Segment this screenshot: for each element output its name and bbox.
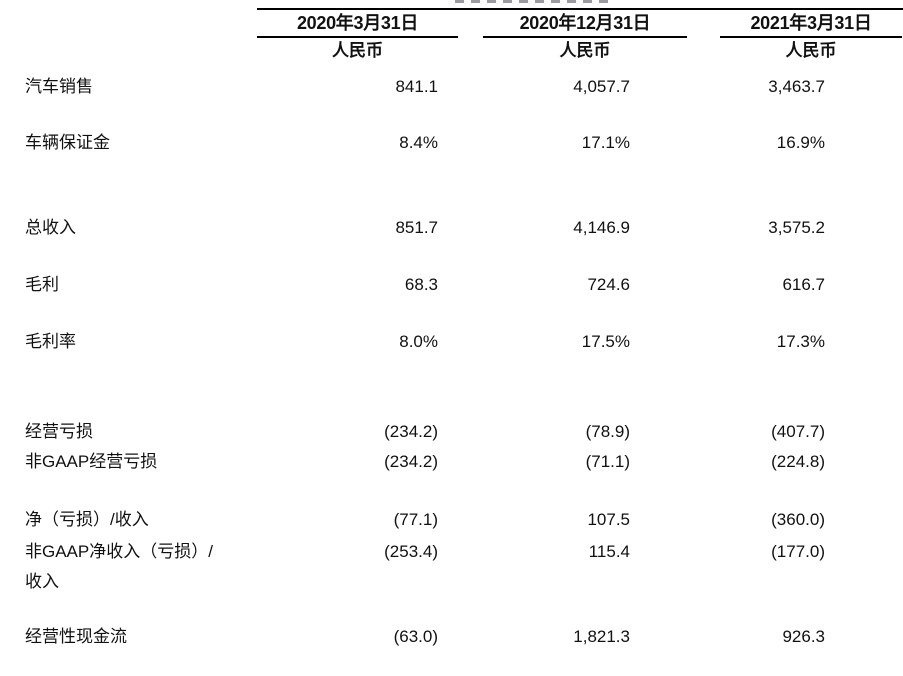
value-cell: (78.9) xyxy=(585,422,630,441)
value-cell: 8.0% xyxy=(399,332,438,351)
table-row-vehicle-sales: 汽车销售 841.1 4,057.7 3,463.7 xyxy=(0,72,903,102)
row-label: 经营亏损 xyxy=(25,422,93,441)
table-row-gross-margin: 毛利率 8.0% 17.5% 17.3% xyxy=(0,327,903,357)
row-label: 非GAAP经营亏损 xyxy=(25,452,158,471)
column-currency: 人民币 xyxy=(785,41,837,60)
column-header-3: 2021年3月31日 人民币 xyxy=(720,10,903,64)
table-row-operating-cash-flow: 经营性现金流 (63.0) 1,821.3 926.3 xyxy=(0,622,903,652)
column-date: 2020年3月31日 xyxy=(257,10,458,38)
column-date: 2020年12月31日 xyxy=(483,10,687,38)
table-header: 2020年3月31日 人民币 2020年12月31日 人民币 2021年3月31… xyxy=(0,8,903,64)
column-currency: 人民币 xyxy=(559,41,611,60)
value-cell: 4,057.7 xyxy=(573,77,630,96)
value-cell: 724.6 xyxy=(587,275,630,294)
value-cell: (234.2) xyxy=(384,452,438,471)
value-cell: (253.4) xyxy=(384,542,438,561)
value-cell: 68.3 xyxy=(404,275,438,294)
value-cell: (224.8) xyxy=(771,452,825,471)
value-cell: (71.1) xyxy=(585,452,630,471)
value-cell: (77.1) xyxy=(393,510,438,529)
table-row-non-gaap-net-income-loss: 非GAAP净收入（亏损）/收入 (253.4) 115.4 (177.0) xyxy=(0,537,903,597)
header-dates-block: 2020年3月31日 人民币 2020年12月31日 人民币 2021年3月31… xyxy=(257,8,903,64)
table-row-net-loss-income: 净（亏损）/收入 (77.1) 107.5 (360.0) xyxy=(0,505,903,535)
table-row-operating-loss: 经营亏损 (234.2) (78.9) (407.7) xyxy=(0,417,903,447)
value-cell: 17.1% xyxy=(581,133,630,152)
value-cell: 115.4 xyxy=(588,542,630,561)
value-cell: (177.0) xyxy=(771,542,825,561)
table-row-vehicle-margin: 车辆保证金 8.4% 17.1% 16.9% xyxy=(0,128,903,158)
value-cell: 1,821.3 xyxy=(573,627,630,646)
clipped-text-remnant xyxy=(455,0,613,3)
header-corner-spacer xyxy=(0,8,257,64)
value-cell: 17.3% xyxy=(776,332,825,351)
column-header-2: 2020年12月31日 人民币 xyxy=(483,10,720,64)
row-label: 汽车销售 xyxy=(25,77,93,96)
value-cell: 3,575.2 xyxy=(768,218,825,237)
value-cell: 4,146.9 xyxy=(573,218,630,237)
row-label: 净（亏损）/收入 xyxy=(25,510,149,529)
table-row-gross-profit: 毛利 68.3 724.6 616.7 xyxy=(0,270,903,300)
value-cell: 841.1 xyxy=(395,77,438,96)
row-label: 车辆保证金 xyxy=(25,133,110,152)
column-date: 2021年3月31日 xyxy=(720,10,902,38)
value-cell: 8.4% xyxy=(399,133,438,152)
column-header-1: 2020年3月31日 人民币 xyxy=(257,10,483,64)
value-cell: (360.0) xyxy=(771,510,825,529)
value-cell: 17.5% xyxy=(581,332,630,351)
row-label: 非GAAP净收入（亏损）/收入 xyxy=(25,542,213,591)
value-cell: 616.7 xyxy=(782,275,825,294)
table-row-total-revenue: 总收入 851.7 4,146.9 3,575.2 xyxy=(0,213,903,243)
value-cell: 851.7 xyxy=(395,218,438,237)
row-label: 毛利 xyxy=(25,275,59,294)
value-cell: (234.2) xyxy=(384,422,438,441)
value-cell: 3,463.7 xyxy=(768,77,825,96)
value-cell: (63.0) xyxy=(393,627,438,646)
table-row-non-gaap-operating-loss: 非GAAP经营亏损 (234.2) (71.1) (224.8) xyxy=(0,447,903,477)
row-label: 毛利率 xyxy=(25,332,76,351)
value-cell: 926.3 xyxy=(782,627,825,646)
value-cell: 16.9% xyxy=(776,133,825,152)
row-label: 经营性现金流 xyxy=(25,627,127,646)
value-cell: (407.7) xyxy=(771,422,825,441)
row-label: 总收入 xyxy=(25,218,76,237)
column-currency: 人民币 xyxy=(332,41,383,60)
value-cell: 107.5 xyxy=(587,510,630,529)
